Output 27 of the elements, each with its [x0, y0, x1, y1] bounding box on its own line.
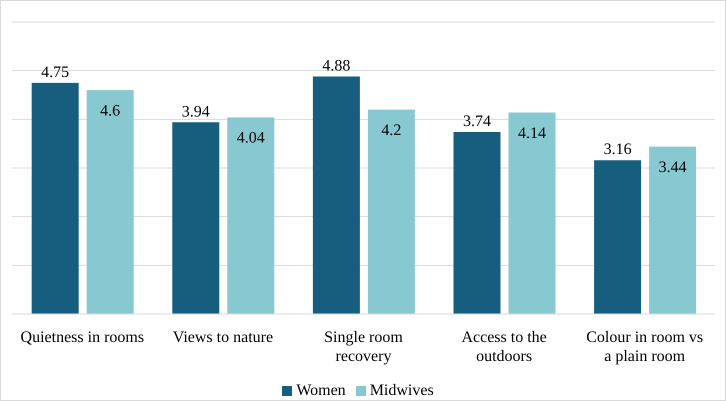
bar — [594, 160, 642, 314]
data-label: 4.2 — [381, 122, 402, 139]
bar — [86, 90, 134, 314]
x-tick-label: Single room recovery — [324, 329, 404, 365]
data-label: 4.88 — [322, 58, 350, 75]
data-label: 3.74 — [462, 112, 491, 130]
bar — [172, 122, 220, 314]
data-label: 3.44 — [658, 158, 687, 176]
bar — [453, 132, 500, 314]
data-label: 4.6 — [100, 102, 120, 120]
bar — [508, 112, 556, 314]
data-label: 3.16 — [604, 141, 632, 158]
x-tick-label: Colour in room vs a plain room — [586, 329, 704, 365]
bar — [32, 82, 79, 314]
data-label: 3.94 — [182, 103, 210, 120]
data-label: 4.75 — [41, 64, 70, 81]
x-tick-label: Access to the outdoors — [461, 329, 547, 365]
bar — [312, 76, 360, 314]
legend-label: Midwives — [370, 382, 434, 399]
x-tick-label: Views to nature — [172, 329, 274, 346]
data-label: 4.14 — [518, 124, 546, 142]
x-tick-label: Quietness in rooms — [20, 329, 144, 346]
bar — [227, 117, 274, 314]
bar — [368, 110, 415, 314]
data-label: 4.04 — [236, 130, 265, 147]
legend-label: Women — [296, 382, 346, 399]
bar — [649, 146, 696, 314]
